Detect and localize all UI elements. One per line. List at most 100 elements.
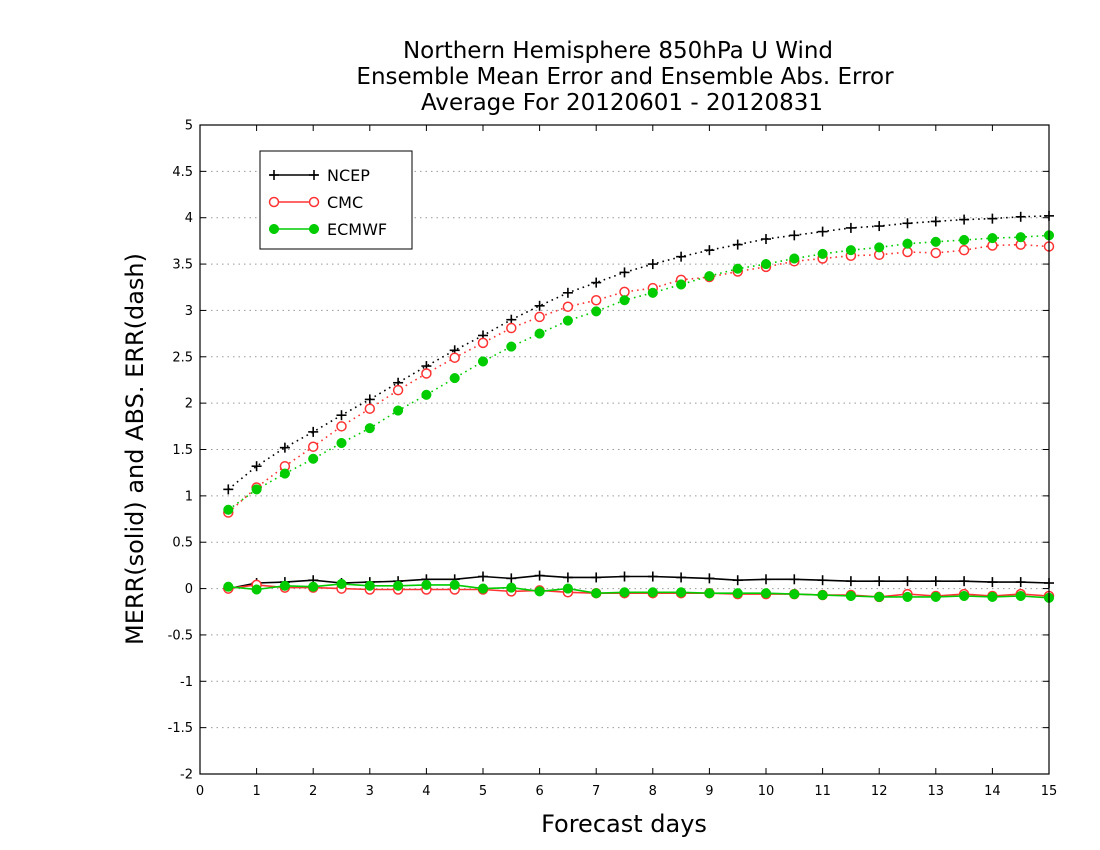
data-point-ecmwf-abs-err: [902, 238, 913, 249]
data-point-cmc-abs-err: [930, 247, 942, 259]
data-point-ncep-mean-err: [478, 571, 488, 582]
data-point-ecmwf-mean-err: [874, 591, 885, 602]
data-point-ncep-mean-err: [732, 575, 743, 586]
x-axis: 0 1 2 3 4 5 6 7 8 9 10 11 12 13 14 15: [196, 125, 1057, 799]
data-point-ecmwf-mean-err: [562, 583, 573, 594]
data-point-ncep-abs-err: [817, 226, 828, 237]
series-cmc-mean-err-line: [228, 584, 1050, 598]
title-line-3: Average For 20120601 - 20120831: [421, 90, 823, 116]
x-axis-label: Forecast days: [541, 810, 707, 838]
data-point-ncep-mean-err: [619, 571, 630, 582]
data-point-ncep-abs-err: [251, 461, 262, 472]
data-point-ncep-mean-err: [789, 574, 800, 585]
data-point-ecmwf-mean-err: [393, 580, 404, 591]
legend: NCEP CMC ECMWF: [259, 150, 413, 250]
data-point-ncep-abs-err: [647, 259, 658, 270]
x-tick-label: 9: [705, 784, 713, 799]
data-point-cmc-abs-err: [477, 337, 489, 349]
y-tick-label: 5: [185, 119, 193, 134]
x-tick-label: 4: [422, 784, 430, 799]
data-point-ecmwf-mean-err: [251, 584, 262, 595]
y-tick-label: -1: [180, 675, 193, 690]
data-point-ncep-abs-err: [279, 442, 290, 453]
data-point-cmc-abs-err: [307, 441, 319, 452]
data-point-ncep-mean-err: [506, 573, 517, 584]
data-point-ncep-mean-err: [959, 576, 970, 587]
data-point-ecmwf-mean-err: [591, 588, 602, 599]
data-point-ecmwf-mean-err: [619, 587, 630, 598]
data-point-ecmwf-abs-err: [959, 234, 970, 246]
data-point-ecmwf-mean-err: [987, 591, 998, 602]
data-point-ncep-mean-err: [704, 573, 715, 584]
legend-marker-ncep: [309, 170, 319, 180]
series-ncep-mean-err-line: [228, 574, 1050, 590]
x-tick-label: 6: [535, 784, 543, 799]
data-point-ecmwf-mean-err: [930, 591, 941, 602]
data-point-ncep-abs-err: [534, 300, 545, 311]
data-point-ecmwf-mean-err: [817, 590, 828, 601]
x-tick-label: 15: [1041, 784, 1058, 799]
y-tick-label: 1.5: [172, 443, 193, 458]
data-point-ncep-abs-err: [336, 410, 347, 421]
data-point-ecmwf-abs-err: [817, 248, 828, 259]
data-point-ecmwf-mean-err: [506, 582, 517, 593]
x-tick-label: 13: [928, 784, 945, 799]
x-tick-label: 2: [309, 784, 317, 799]
data-point-ncep-abs-err: [761, 234, 771, 245]
data-point-ecmwf-abs-err: [1015, 232, 1026, 243]
data-point-ecmwf-abs-err: [506, 341, 517, 352]
legend-marker-ecmwf: [268, 223, 280, 235]
data-point-ecmwf-abs-err: [647, 287, 658, 298]
x-tick-label: 5: [479, 784, 487, 799]
data-point-cmc-abs-err: [392, 384, 404, 396]
legend-marker-cmc: [268, 196, 280, 208]
x-tick-label: 3: [366, 784, 374, 799]
y-tick-label: 1: [185, 489, 193, 504]
data-point-ecmwf-mean-err: [421, 579, 432, 590]
data-point-ncep-mean-err: [647, 571, 658, 582]
data-point-ecmwf-abs-err: [874, 242, 885, 253]
chart-title: Northern Hemisphere 850hPa U Wind Ensemb…: [356, 38, 894, 116]
data-point-ecmwf-abs-err: [987, 233, 998, 244]
data-point-ecmwf-mean-err: [902, 591, 913, 602]
data-point-ecmwf-abs-err: [676, 279, 687, 290]
data-point-ecmwf-abs-err: [760, 259, 772, 270]
data-point-ncep-mean-err: [562, 572, 573, 583]
data-point-cmc-abs-err: [449, 352, 460, 363]
data-point-ecmwf-mean-err: [364, 580, 375, 591]
series-layer: [223, 210, 1055, 603]
y-tick-label: -2: [180, 768, 193, 783]
x-tick-label: 0: [196, 784, 204, 799]
data-point-ecmwf-abs-err: [364, 423, 375, 434]
data-point-ecmwf-abs-err: [534, 328, 545, 339]
data-point-cmc-abs-err: [590, 294, 602, 306]
data-point-ecmwf-mean-err: [477, 583, 489, 594]
data-point-ncep-abs-err: [930, 216, 941, 227]
title-line-1: Northern Hemisphere 850hPa U Wind: [403, 38, 833, 64]
data-point-ncep-abs-err: [223, 484, 234, 495]
data-point-ecmwf-abs-err: [789, 253, 800, 264]
data-point-cmc-abs-err: [336, 421, 347, 432]
x-tick-label: 14: [984, 784, 1001, 799]
data-point-ecmwf-abs-err: [251, 484, 262, 495]
data-point-ecmwf-abs-err: [421, 389, 432, 400]
data-point-ncep-abs-err: [308, 426, 319, 437]
data-point-cmc-abs-err: [902, 246, 913, 258]
data-point-ecmwf-mean-err: [760, 588, 772, 599]
data-point-ncep-mean-err: [930, 576, 941, 587]
legend-items: NCEP CMC ECMWF: [268, 166, 387, 239]
y-tick-label: 3.5: [172, 258, 193, 273]
data-point-ecmwf-abs-err: [449, 373, 460, 384]
data-point-ecmwf-abs-err: [704, 271, 715, 282]
y-tick-label: 2: [185, 397, 193, 412]
data-point-ncep-abs-err: [845, 222, 856, 233]
data-point-ncep-abs-err: [704, 245, 715, 256]
legend-label-ncep: NCEP: [327, 166, 370, 185]
data-point-ncep-mean-err: [902, 576, 913, 587]
data-point-ncep-abs-err: [874, 221, 885, 232]
data-point-ecmwf-mean-err: [449, 579, 460, 590]
y-tick-label: -0.5: [168, 628, 193, 643]
x-tick-label: 8: [649, 784, 657, 799]
y-axis-label: MERR(solid) and ABS. ERR(dash): [121, 253, 149, 645]
